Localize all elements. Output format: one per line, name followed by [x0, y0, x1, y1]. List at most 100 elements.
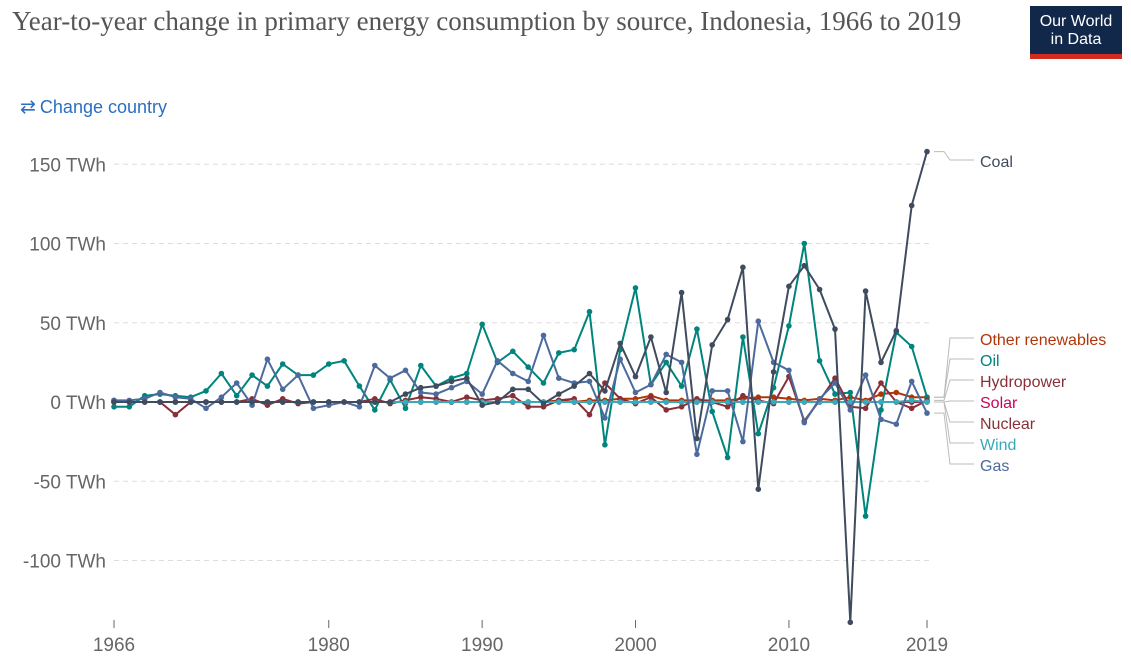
data-point[interactable]	[709, 408, 715, 415]
data-point[interactable]	[816, 396, 823, 402]
owid-logo[interactable]: Our World in Data	[1030, 6, 1122, 59]
data-point[interactable]	[908, 378, 915, 385]
data-point[interactable]	[556, 350, 562, 356]
series-hydropower[interactable]	[111, 373, 930, 424]
legend-label[interactable]: Hydropower	[980, 374, 1067, 391]
data-point[interactable]	[494, 358, 501, 364]
data-point[interactable]	[525, 378, 531, 385]
data-point[interactable]	[709, 388, 715, 394]
data-point[interactable]	[464, 370, 470, 377]
data-point[interactable]	[402, 367, 409, 374]
data-point[interactable]	[740, 334, 746, 340]
data-point[interactable]	[862, 288, 869, 294]
data-point[interactable]	[418, 394, 424, 401]
data-point[interactable]	[663, 389, 669, 396]
data-point[interactable]	[770, 399, 777, 405]
data-point[interactable]	[279, 386, 286, 393]
data-point[interactable]	[433, 391, 439, 397]
data-point[interactable]	[418, 389, 424, 396]
data-point[interactable]	[893, 421, 900, 428]
data-point[interactable]	[540, 380, 547, 386]
data-point[interactable]	[233, 399, 240, 405]
legend-label[interactable]: Nuclear	[980, 416, 1036, 433]
series-line[interactable]	[114, 320, 928, 456]
data-point[interactable]	[740, 399, 746, 405]
data-point[interactable]	[801, 240, 808, 247]
data-point[interactable]	[172, 394, 179, 401]
data-point[interactable]	[341, 358, 347, 364]
data-point[interactable]	[126, 399, 133, 405]
data-point[interactable]	[387, 399, 393, 405]
data-point[interactable]	[540, 400, 547, 407]
data-point[interactable]	[632, 285, 639, 291]
data-point[interactable]	[847, 389, 854, 396]
data-point[interactable]	[694, 399, 700, 405]
data-point[interactable]	[571, 383, 577, 389]
data-point[interactable]	[786, 323, 792, 329]
data-point[interactable]	[525, 364, 531, 370]
data-point[interactable]	[648, 399, 654, 405]
data-point[interactable]	[295, 399, 301, 405]
data-point[interactable]	[602, 415, 608, 421]
data-point[interactable]	[663, 359, 669, 366]
data-point[interactable]	[525, 386, 531, 393]
data-point[interactable]	[464, 399, 470, 405]
data-point[interactable]	[264, 356, 271, 363]
legend-label[interactable]: Oil	[980, 353, 1000, 370]
data-point[interactable]	[586, 411, 593, 418]
data-point[interactable]	[801, 262, 808, 269]
data-point[interactable]	[448, 399, 455, 405]
data-point[interactable]	[141, 399, 148, 405]
data-point[interactable]	[448, 384, 455, 391]
data-point[interactable]	[402, 399, 409, 405]
data-point[interactable]	[279, 399, 286, 405]
data-point[interactable]	[157, 399, 163, 405]
data-point[interactable]	[295, 372, 301, 378]
data-point[interactable]	[801, 399, 808, 405]
data-point[interactable]	[816, 358, 823, 364]
legend-label[interactable]: Other renewables	[980, 332, 1106, 349]
legend-label[interactable]: Wind	[980, 437, 1016, 454]
series-coal[interactable]	[111, 148, 930, 626]
data-point[interactable]	[908, 202, 915, 209]
data-point[interactable]	[724, 404, 731, 410]
data-point[interactable]	[249, 399, 255, 405]
data-point[interactable]	[832, 375, 838, 382]
data-point[interactable]	[632, 389, 639, 396]
data-point[interactable]	[878, 359, 884, 366]
series-line[interactable]	[114, 242, 928, 518]
data-point[interactable]	[310, 405, 317, 412]
data-point[interactable]	[924, 148, 930, 155]
data-point[interactable]	[786, 399, 792, 405]
data-point[interactable]	[540, 332, 547, 339]
data-point[interactable]	[218, 399, 225, 405]
data-point[interactable]	[372, 362, 378, 369]
data-point[interactable]	[893, 327, 900, 334]
legend-label[interactable]: Gas	[980, 458, 1009, 475]
data-point[interactable]	[418, 362, 424, 369]
data-point[interactable]	[786, 283, 792, 290]
data-point[interactable]	[510, 392, 516, 399]
data-point[interactable]	[602, 442, 608, 448]
data-point[interactable]	[356, 399, 363, 405]
data-point[interactable]	[126, 404, 133, 410]
data-point[interactable]	[418, 384, 424, 391]
data-point[interactable]	[878, 407, 884, 413]
data-point[interactable]	[862, 513, 869, 519]
data-point[interactable]	[510, 348, 516, 355]
data-point[interactable]	[694, 435, 700, 442]
legend-label[interactable]: Coal	[980, 154, 1013, 171]
data-point[interactable]	[418, 399, 424, 405]
data-point[interactable]	[740, 438, 746, 445]
data-point[interactable]	[908, 405, 915, 412]
data-point[interactable]	[724, 388, 731, 394]
data-point[interactable]	[617, 399, 623, 405]
series-line[interactable]	[114, 151, 928, 624]
data-point[interactable]	[187, 399, 194, 405]
data-point[interactable]	[878, 399, 884, 405]
data-point[interactable]	[878, 391, 884, 397]
data-point[interactable]	[632, 373, 639, 380]
data-point[interactable]	[617, 340, 623, 347]
data-point[interactable]	[310, 372, 317, 378]
data-point[interactable]	[218, 370, 225, 377]
